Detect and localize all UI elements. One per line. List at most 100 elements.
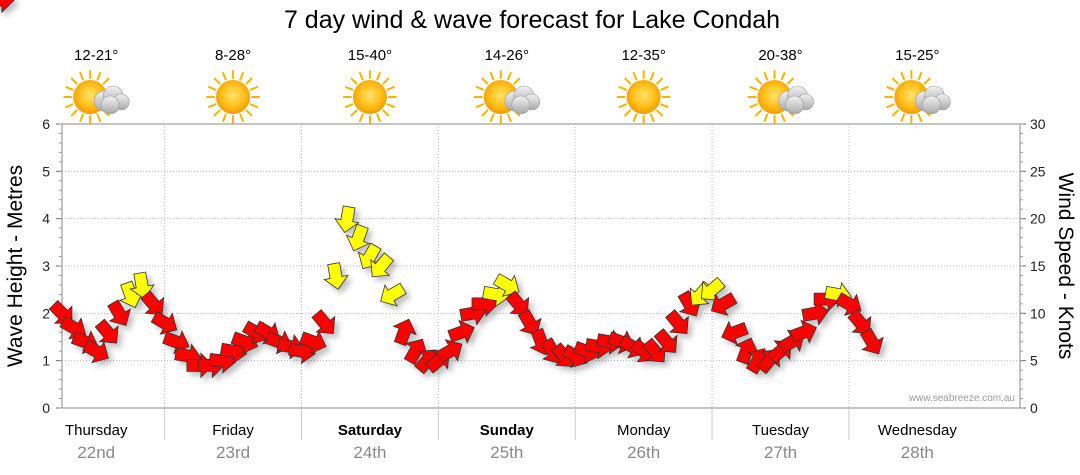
- wind-arrow: [801, 300, 830, 326]
- cloud-puff: [785, 95, 804, 115]
- y-right-tick-label: 30: [1030, 116, 1046, 132]
- sun-ray: [656, 109, 664, 117]
- wind-arrow: [107, 299, 132, 326]
- sun-ray: [382, 109, 390, 117]
- sun-ray: [749, 86, 758, 91]
- sun-ray: [923, 77, 931, 85]
- day-footer: Thursday 22nd Friday 23rd Saturday 24th Sunday…: [65, 408, 957, 462]
- wind-arrow: [380, 282, 407, 307]
- sun-ray: [624, 109, 632, 117]
- partly-cloudy-icon: [473, 70, 541, 124]
- day-headers: 12-21° 8-28° 15-40° 14-26° 12-35° 20-38° 15-25…: [63, 47, 951, 124]
- date-label: 22nd: [77, 443, 115, 462]
- wind-arrow: [82, 339, 109, 364]
- partly-cloudy-icon: [63, 70, 130, 124]
- sun-ray: [65, 86, 74, 91]
- sun-ray: [618, 103, 628, 108]
- sun-ray: [382, 77, 390, 85]
- sun-ray: [213, 77, 221, 85]
- wind-arrow: [140, 290, 165, 316]
- sun-ray: [891, 77, 899, 85]
- y-left-tick-label: 3: [42, 258, 50, 274]
- wind-arrow: [847, 309, 872, 334]
- sun-ray: [632, 71, 638, 81]
- sun-ray: [660, 86, 669, 91]
- sun-ray: [208, 103, 217, 108]
- sun-ray: [239, 71, 245, 81]
- y-right-tick-label: 5: [1030, 353, 1038, 369]
- wind-arrow: [505, 290, 530, 316]
- y-left-tick-label: 2: [42, 305, 50, 321]
- day-temperature: 14-26°: [485, 47, 529, 64]
- sunny-icon: [206, 70, 261, 124]
- day-label: Friday: [212, 422, 254, 439]
- sun-ray: [350, 109, 358, 117]
- sun-ray: [507, 71, 512, 81]
- sun-ray: [96, 113, 102, 123]
- y-left-tick-label: 0: [42, 400, 50, 416]
- wind-arrow: [721, 320, 749, 346]
- date-label: 28th: [901, 443, 934, 462]
- date-label: 27th: [764, 443, 797, 462]
- sun-ray: [763, 113, 769, 123]
- sun-ray: [660, 103, 669, 108]
- sun-ray: [624, 77, 632, 85]
- y-right-axis-title: Wind Speed - Knots: [1054, 173, 1077, 360]
- wind-arrow: [129, 271, 155, 300]
- sun-ray: [239, 113, 245, 123]
- wind-arrow: [94, 318, 119, 344]
- sun-ray: [481, 109, 489, 117]
- wind-arrow: [710, 292, 738, 316]
- sun-disc: [626, 80, 661, 114]
- wind-arrow: [323, 262, 349, 290]
- sun-ray: [886, 86, 895, 91]
- sun-ray: [475, 86, 485, 91]
- day-temperature: 12-35°: [621, 47, 665, 64]
- sun-ray: [222, 113, 227, 123]
- day-temperature: 20-38°: [758, 47, 802, 64]
- cloud: [778, 85, 814, 115]
- sun-ray: [780, 113, 786, 123]
- sun-ray: [350, 77, 358, 85]
- sun-ray: [386, 86, 395, 91]
- wind-arrow: [334, 205, 360, 234]
- day-label: Saturday: [338, 422, 403, 439]
- wind-arrow: [859, 327, 884, 355]
- y-right-tick-label: 20: [1030, 211, 1046, 227]
- y-left-axis-title: Wave Height - Metres: [4, 165, 27, 367]
- sun-ray: [649, 113, 655, 123]
- partly-cloudy-icon: [747, 70, 814, 124]
- date-label: 24th: [353, 443, 386, 462]
- sunny-icon: [616, 70, 671, 124]
- wind-arrow: [517, 308, 542, 336]
- wind-arrow: [357, 242, 382, 270]
- sun-ray: [489, 113, 495, 123]
- sun-ray: [513, 77, 521, 85]
- sun-ray: [222, 71, 227, 81]
- partly-cloudy-icon: [884, 70, 951, 124]
- cloud: [915, 85, 951, 115]
- wind-arrow: [447, 319, 475, 344]
- y-left-tick-label: 5: [42, 163, 50, 179]
- sun-ray: [102, 77, 110, 85]
- sun-ray: [376, 113, 381, 123]
- cloud-puff: [922, 95, 941, 115]
- date-label: 26th: [627, 443, 660, 462]
- sun-ray: [358, 113, 364, 123]
- sun-ray: [755, 109, 763, 117]
- sun-ray: [475, 103, 485, 108]
- sun-ray: [344, 86, 354, 91]
- sun-ray: [481, 77, 489, 85]
- sun-ray: [917, 71, 923, 81]
- sun-ray: [618, 86, 628, 91]
- sun-ray: [358, 71, 364, 81]
- day-temperature: 15-25°: [895, 47, 939, 64]
- day-temperature: 12-21°: [74, 47, 118, 64]
- wind-arrow: [299, 330, 327, 355]
- axis-ticks: 0 1 2 3 4 5 6 0 5 10 15 20 25 30: [42, 116, 1046, 416]
- sun-ray: [917, 113, 923, 123]
- sun-ray: [376, 71, 381, 81]
- wind-arrow: [345, 223, 371, 252]
- wind-arrow: [665, 309, 689, 334]
- wind-arrow: [150, 311, 178, 335]
